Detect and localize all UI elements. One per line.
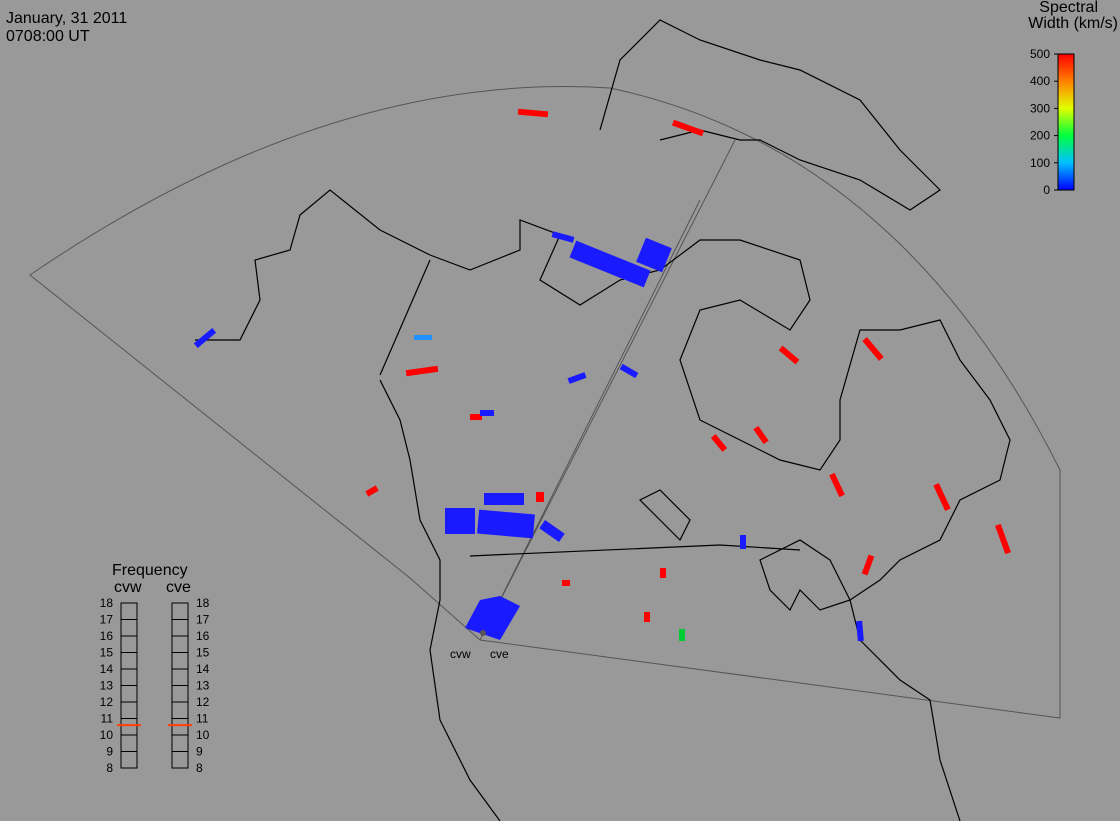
colorbar-tick-label: 200: [1030, 129, 1050, 143]
frequency-tick-label: 11: [196, 712, 209, 726]
radar-site: [480, 630, 486, 636]
frequency-tick-label: 12: [100, 695, 114, 709]
colorbar-tick-label: 100: [1030, 156, 1050, 170]
date: January, 31 2011: [6, 10, 127, 27]
frequency-tick-label: 15: [196, 646, 210, 660]
time: 0708:00 UT: [6, 28, 90, 45]
frequency-tick-label: 16: [100, 629, 114, 643]
frequency-tick-label: 13: [196, 679, 210, 693]
radar-label: cve: [490, 647, 509, 661]
frequency-tick-label: 15: [100, 646, 114, 660]
frequency-tick-label: 8: [196, 761, 203, 775]
frequency-tick-label: 10: [100, 728, 114, 742]
colorbar-tick-label: 300: [1030, 101, 1050, 115]
frequency-tick-label: 10: [196, 728, 210, 742]
frequency-tick-label: 14: [100, 662, 114, 676]
frequency-tick-label: 16: [196, 629, 210, 643]
radar-label: cvw: [450, 647, 471, 661]
colorbar-title: Spectral: [1039, 0, 1098, 16]
frequency-tick-label: 18: [100, 596, 114, 610]
frequency-tick-label: 11: [101, 712, 114, 726]
colorbar-tick-label: 0: [1043, 183, 1050, 197]
echoes: [193, 108, 1011, 642]
frequency-tick-label: 9: [196, 745, 203, 759]
radar-name: cve: [166, 579, 191, 596]
colorbar: [1057, 53, 1075, 191]
frequency-tick-label: 12: [196, 695, 210, 709]
frequency-tick-label: 8: [106, 761, 113, 775]
frequency-tick-label: 13: [100, 679, 114, 693]
frequency-tick-label: 17: [196, 613, 210, 627]
frequency-tick-label: 14: [196, 662, 210, 676]
colorbar-tick-label: 400: [1030, 74, 1050, 88]
colorbar-title: Width (km/s): [1028, 15, 1118, 32]
radar-name: cvw: [114, 579, 142, 596]
frequency-title: Frequency: [112, 562, 188, 579]
colorbar-tick-label: 500: [1030, 47, 1050, 61]
frequency-tick-label: 18: [196, 596, 210, 610]
frequency-tick-label: 9: [106, 745, 113, 759]
map-outline: [29, 19, 1061, 821]
frequency-tick-label: 17: [100, 613, 114, 627]
